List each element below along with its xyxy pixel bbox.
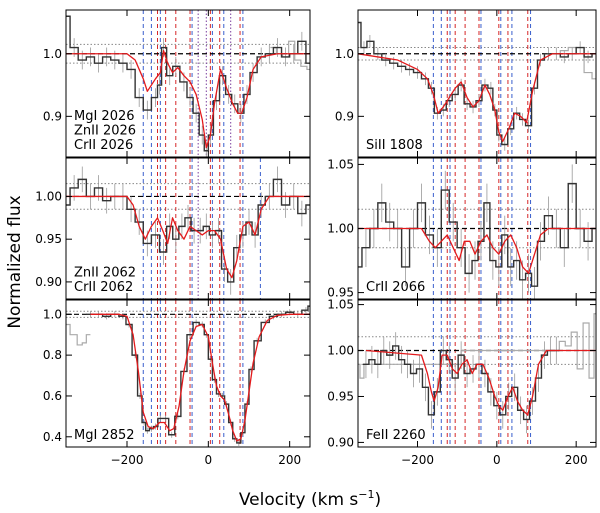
panel-MgI-2852: 0.4 0.6 0.8 1.0 −200 0 200 MgI 2852	[43, 299, 311, 467]
transition-label: CrII 2062	[74, 280, 133, 295]
transition-label: ZnII 2062	[74, 266, 136, 281]
transition-label: CrII 2066	[366, 280, 425, 295]
transition-label: FeII 2260	[366, 428, 426, 443]
panel-FeII-2260: 0.90 0.95 1.00 1.05 −200 0 200 FeII 2260	[327, 298, 597, 467]
plot-area	[358, 300, 596, 447]
x-tick-label: 0	[205, 453, 213, 467]
y-tick-label: 1.00	[35, 189, 62, 203]
y-tick-label: 1.00	[327, 222, 354, 236]
transition-label: MgI 2852	[74, 428, 135, 443]
spectrum-masked-step	[270, 40, 310, 71]
panel-frame	[65, 299, 311, 448]
transition-label: ZnII 2026	[74, 124, 136, 139]
panel-frame	[357, 9, 597, 158]
x-axis-label-close: )	[374, 490, 381, 510]
model-fit-curve	[90, 313, 310, 442]
y-tick-label: 0.90	[35, 275, 62, 289]
x-axis-label-unit-exponent: −1	[358, 488, 374, 501]
y-tick-label: 0.6	[43, 389, 62, 403]
panel-CrII-2066: 0.95 1.00 1.05 CrII 2066	[327, 157, 597, 300]
transition-label: MgI 2026	[74, 109, 135, 124]
y-tick-label: 1.0	[43, 307, 62, 321]
y-tick-label: 0.95	[35, 232, 62, 246]
spectrum-step	[66, 178, 310, 283]
x-axis-label-main: Velocity (km s	[239, 490, 359, 510]
x-tick-label: −200	[401, 453, 434, 467]
y-tick-label: 0.95	[327, 286, 354, 300]
model-fit-curve	[358, 227, 596, 275]
y-tick-label: 0.95	[327, 389, 354, 403]
y-tick-label: 1.05	[327, 157, 354, 171]
y-tick-label: 0.90	[327, 435, 354, 449]
model-fit-curve	[358, 53, 596, 143]
plot-area	[358, 10, 596, 157]
model-fit-curve	[66, 50, 310, 149]
spectrum-step	[358, 182, 596, 287]
spectrum-masked-step	[66, 323, 91, 346]
model-fit-curve	[365, 349, 596, 416]
plot-area	[66, 158, 310, 299]
y-tick-label: 1.0	[335, 47, 354, 61]
x-tick-label: 200	[278, 453, 301, 467]
panel-frame	[65, 157, 311, 300]
spectrum-step	[86, 305, 310, 444]
x-tick-label: −200	[111, 453, 144, 467]
transition-label: CrII 2026	[74, 138, 133, 153]
y-tick-label: 1.05	[327, 298, 354, 312]
y-tick-label: 0.4	[43, 430, 62, 444]
y-tick-label: 0.9	[335, 109, 354, 123]
y-tick-label: 0.9	[43, 109, 62, 123]
spectrum-step	[358, 21, 596, 146]
y-tick-label: 0.8	[43, 348, 62, 362]
spectrum-step	[362, 345, 560, 421]
panel-frame	[357, 299, 597, 448]
y-tick-label: 1.0	[43, 47, 62, 61]
y-tick-label: 1.00	[327, 344, 354, 358]
x-tick-label: 200	[565, 453, 588, 467]
plot-area	[66, 10, 310, 157]
x-tick-label: 0	[493, 453, 501, 467]
panel-SiII-1808: 0.9 1.0 SiII 1808	[335, 9, 597, 158]
x-axis-label: Velocity (km s−1)	[239, 488, 381, 510]
transition-label: SiII 1808	[366, 138, 423, 153]
plot-area	[66, 300, 310, 447]
plot-area	[358, 158, 596, 299]
y-axis-label: Normalized flux	[5, 195, 25, 328]
panel-frame	[65, 9, 311, 158]
model-fit-curve	[66, 195, 310, 279]
